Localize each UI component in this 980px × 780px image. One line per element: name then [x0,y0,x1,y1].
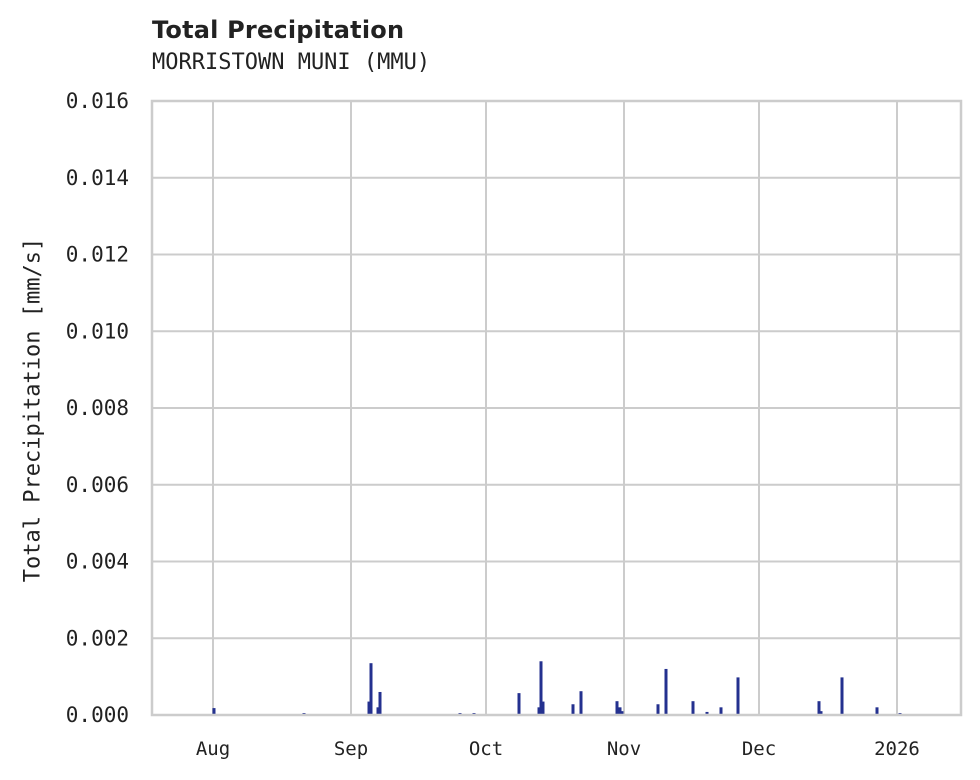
precip-bar [664,668,668,715]
precip-bar [719,707,723,715]
x-tick-label: Nov [607,738,641,760]
x-tick-label: Aug [196,738,230,760]
precip-bar [378,691,382,715]
precip-bar [615,701,619,715]
precip-bar [369,663,373,715]
precip-bar [367,701,371,715]
precip-bar [840,677,844,715]
precip-bar [691,701,695,715]
y-axis-ticks: 0.000 0.002 0.004 0.006 0.008 0.010 0.012 0.014… [66,89,129,727]
precipitation-series [212,661,902,715]
precip-bar [705,711,709,715]
precip-bar [517,693,521,715]
x-tick-label: 2026 [874,738,920,760]
chart-title: Total Precipitation [152,16,405,44]
precip-bar [541,701,545,715]
y-tick-label: 0.012 [66,243,129,267]
plot-frame [150,99,963,717]
precip-bar [537,707,541,715]
y-tick-label: 0.016 [66,89,129,113]
precip-bar [736,677,740,715]
x-tick-label: Sep [334,738,368,760]
x-tick-label: Dec [742,738,776,760]
y-tick-label: 0.000 [66,703,129,727]
y-tick-label: 0.014 [66,166,129,190]
y-tick-label: 0.004 [66,550,129,574]
y-tick-label: 0.010 [66,319,129,343]
gridlines [152,100,961,716]
precip-bar [212,708,216,715]
chart-subtitle: MORRISTOWN MUNI (MMU) [152,50,431,75]
precip-bar [875,707,879,715]
precip-bar [618,707,622,715]
precip-bar [620,711,624,715]
precip-bar [817,701,821,715]
y-tick-label: 0.002 [66,626,129,650]
precip-bar [571,704,575,715]
precip-bar [656,704,660,715]
y-tick-label: 0.006 [66,473,129,497]
precip-bar [579,691,583,715]
precip-bar [539,661,543,715]
precip-bar [819,711,823,715]
y-tick-label: 0.008 [66,396,129,420]
precip-bar [376,707,380,715]
x-axis-ticks: Aug Sep Oct Nov Dec 2026 [196,738,920,760]
x-tick-label: Oct [469,738,503,760]
